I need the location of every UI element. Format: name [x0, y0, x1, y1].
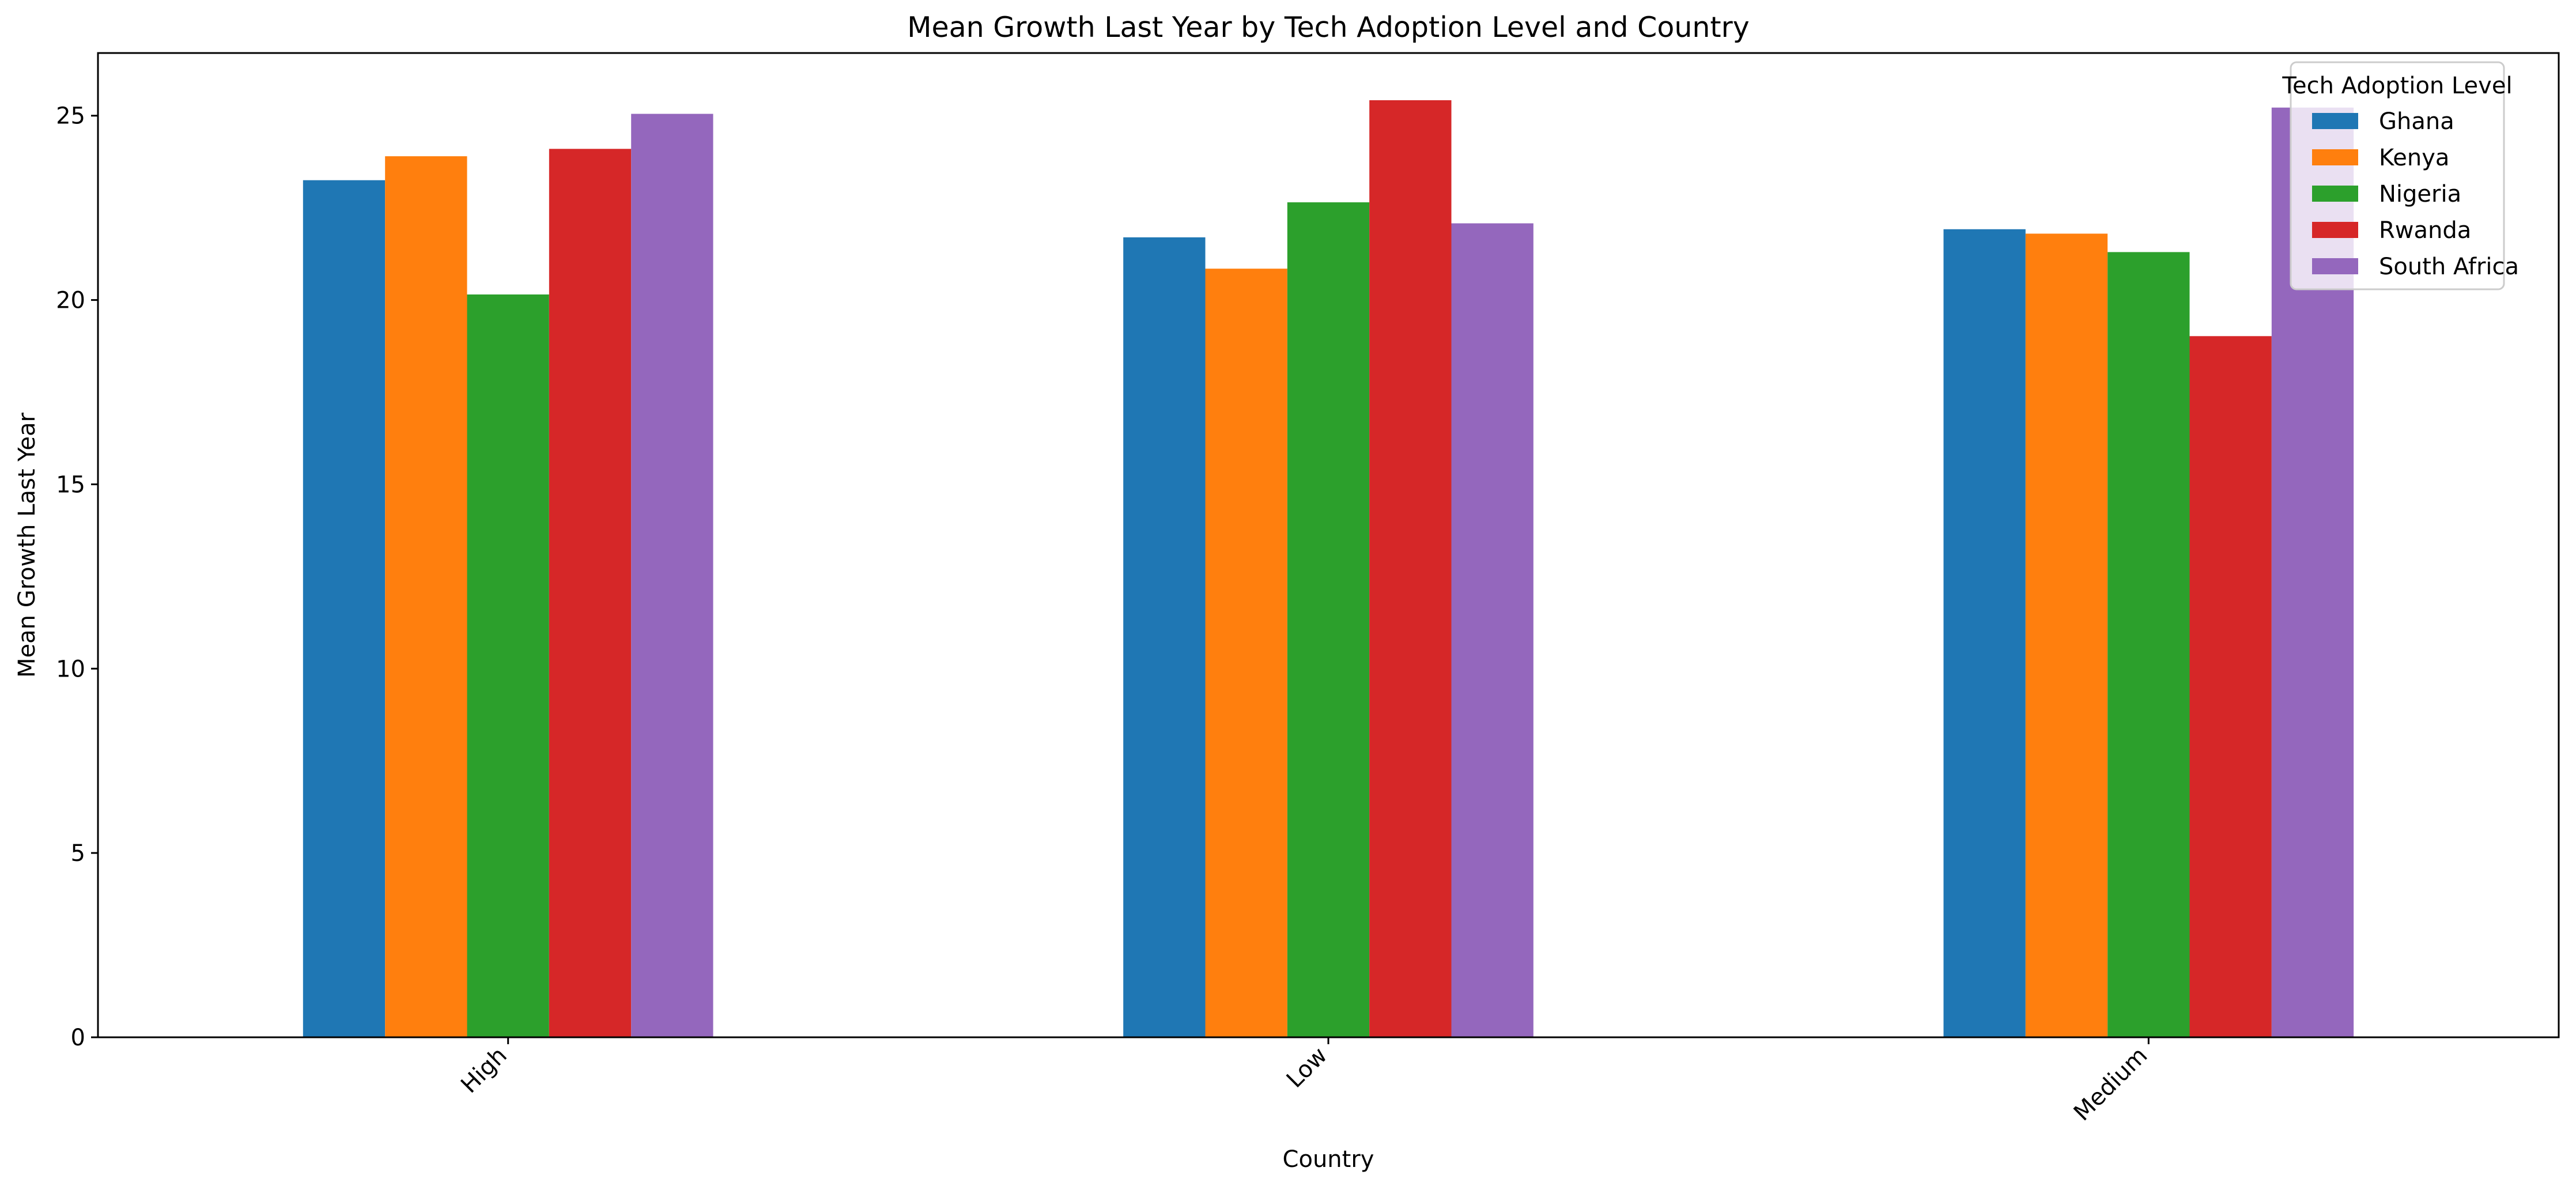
legend-items: Ghana Kenya Nigeria Rwanda South Africa — [2312, 108, 2519, 280]
bar — [1451, 223, 1533, 1037]
bar — [1287, 202, 1370, 1038]
x-tick-label: Low — [1282, 1042, 1332, 1093]
bar — [631, 114, 713, 1037]
x-tick-label: Medium — [2069, 1042, 2153, 1127]
bars-layer — [303, 100, 2354, 1038]
bar — [385, 156, 467, 1037]
bar — [2107, 252, 2190, 1038]
y-tick-label: 15 — [56, 471, 85, 498]
legend: Tech Adoption Level Ghana Kenya Nigeria Rwa… — [2282, 61, 2519, 290]
y-axis: 0 5 10 15 20 25 — [56, 103, 98, 1051]
y-tick-label: 0 — [71, 1025, 85, 1051]
bar — [467, 294, 549, 1037]
bar — [1205, 269, 1287, 1038]
x-tick-label: High — [456, 1042, 512, 1099]
y-tick-label: 5 — [71, 840, 85, 867]
legend-swatch — [2312, 186, 2358, 202]
bar — [1123, 237, 1206, 1038]
legend-title: Tech Adoption Level — [2282, 73, 2512, 99]
bar — [1943, 229, 2026, 1037]
legend-label: Nigeria — [2379, 181, 2461, 207]
legend-swatch — [2312, 149, 2358, 165]
y-tick-label: 10 — [56, 656, 85, 682]
legend-label: Ghana — [2379, 108, 2454, 135]
legend-label: South Africa — [2379, 254, 2519, 280]
y-axis-label: Mean Growth Last Year — [14, 412, 40, 677]
legend-swatch — [2312, 113, 2358, 129]
bar — [549, 149, 632, 1037]
y-tick-label: 20 — [56, 288, 85, 314]
bar — [2189, 336, 2272, 1037]
chart-title: Mean Growth Last Year by Tech Adoption L… — [907, 11, 1750, 44]
legend-swatch — [2312, 222, 2358, 238]
bar — [2025, 233, 2108, 1038]
x-axis: High Low Medium — [456, 1037, 2152, 1126]
legend-label: Kenya — [2379, 145, 2449, 171]
legend-label: Rwanda — [2379, 217, 2471, 244]
bar — [1369, 100, 1452, 1037]
bar — [303, 180, 386, 1038]
x-axis-label: Country — [1283, 1146, 1374, 1173]
y-tick-label: 25 — [56, 103, 85, 130]
legend-swatch — [2312, 258, 2358, 274]
